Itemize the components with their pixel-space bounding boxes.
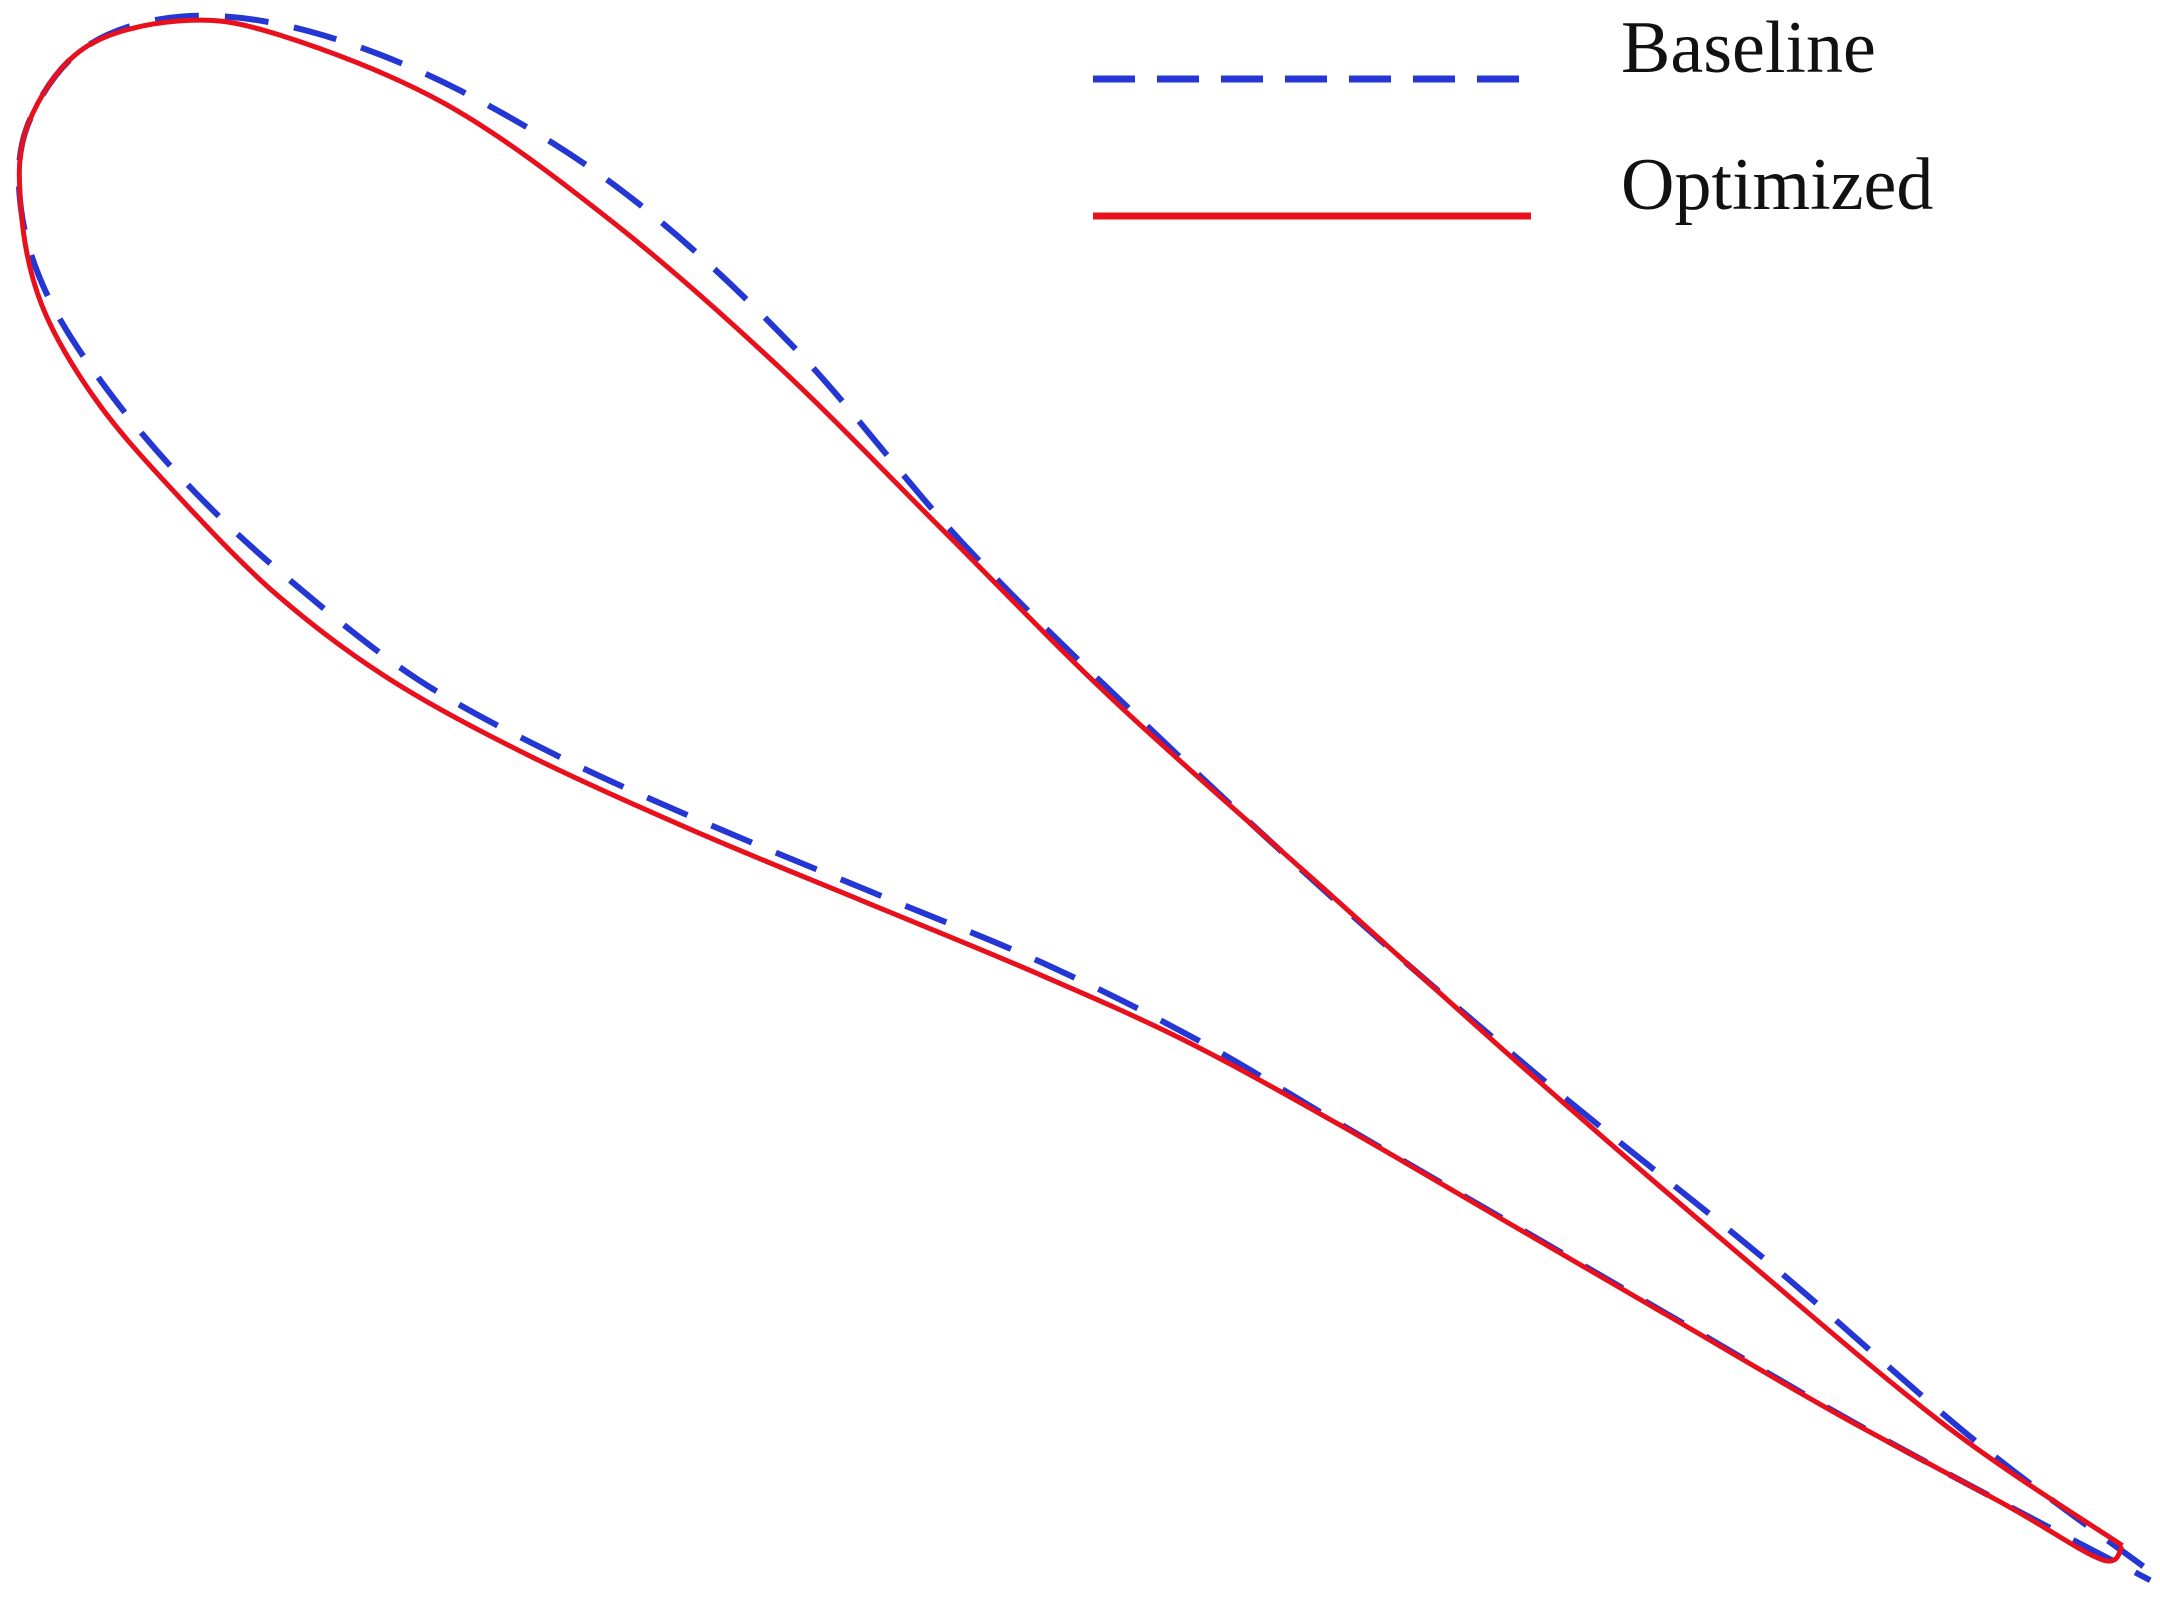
- legend-label: Baseline: [1621, 7, 1876, 89]
- airfoil-line: [15, 12, 2152, 1583]
- legend-label: Optimized: [1621, 144, 1933, 226]
- airfoil-line: [16, 17, 2125, 1564]
